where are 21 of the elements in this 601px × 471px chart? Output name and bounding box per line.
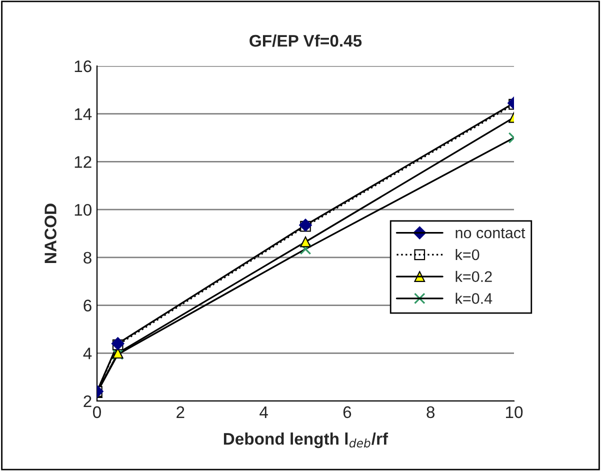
x-tick-label: 6 <box>343 406 352 418</box>
chart-title: GF/EP Vf=0.45 <box>250 34 362 47</box>
y-tick-label: 10 <box>74 204 92 216</box>
y-tick-label: 2 <box>84 395 92 408</box>
legend-label: k=0.4 <box>456 292 492 304</box>
x-tick-label: 8 <box>426 406 435 418</box>
y-tick-label: 8 <box>84 252 92 264</box>
x-axis-title: Debond length l$_{deb}$/rf <box>224 432 388 448</box>
y-tick-label: 4 <box>83 348 92 360</box>
legend-label: k=0 <box>456 248 480 260</box>
y-tick-label: 14 <box>74 108 92 120</box>
y-tick-label: 16 <box>74 60 92 72</box>
x-tick-label: 4 <box>260 406 268 418</box>
y-tick-label: 6 <box>84 300 92 312</box>
x-tick-label: 2 <box>176 406 184 418</box>
y-axis-title: NACOD <box>44 204 56 263</box>
x-tick-label: 10 <box>506 406 523 418</box>
x-tick-label: 0 <box>93 406 101 418</box>
legend-label: no contact <box>456 228 526 238</box>
y-tick-label: 12 <box>74 156 92 168</box>
legend-label: k=0.2 <box>456 270 492 282</box>
